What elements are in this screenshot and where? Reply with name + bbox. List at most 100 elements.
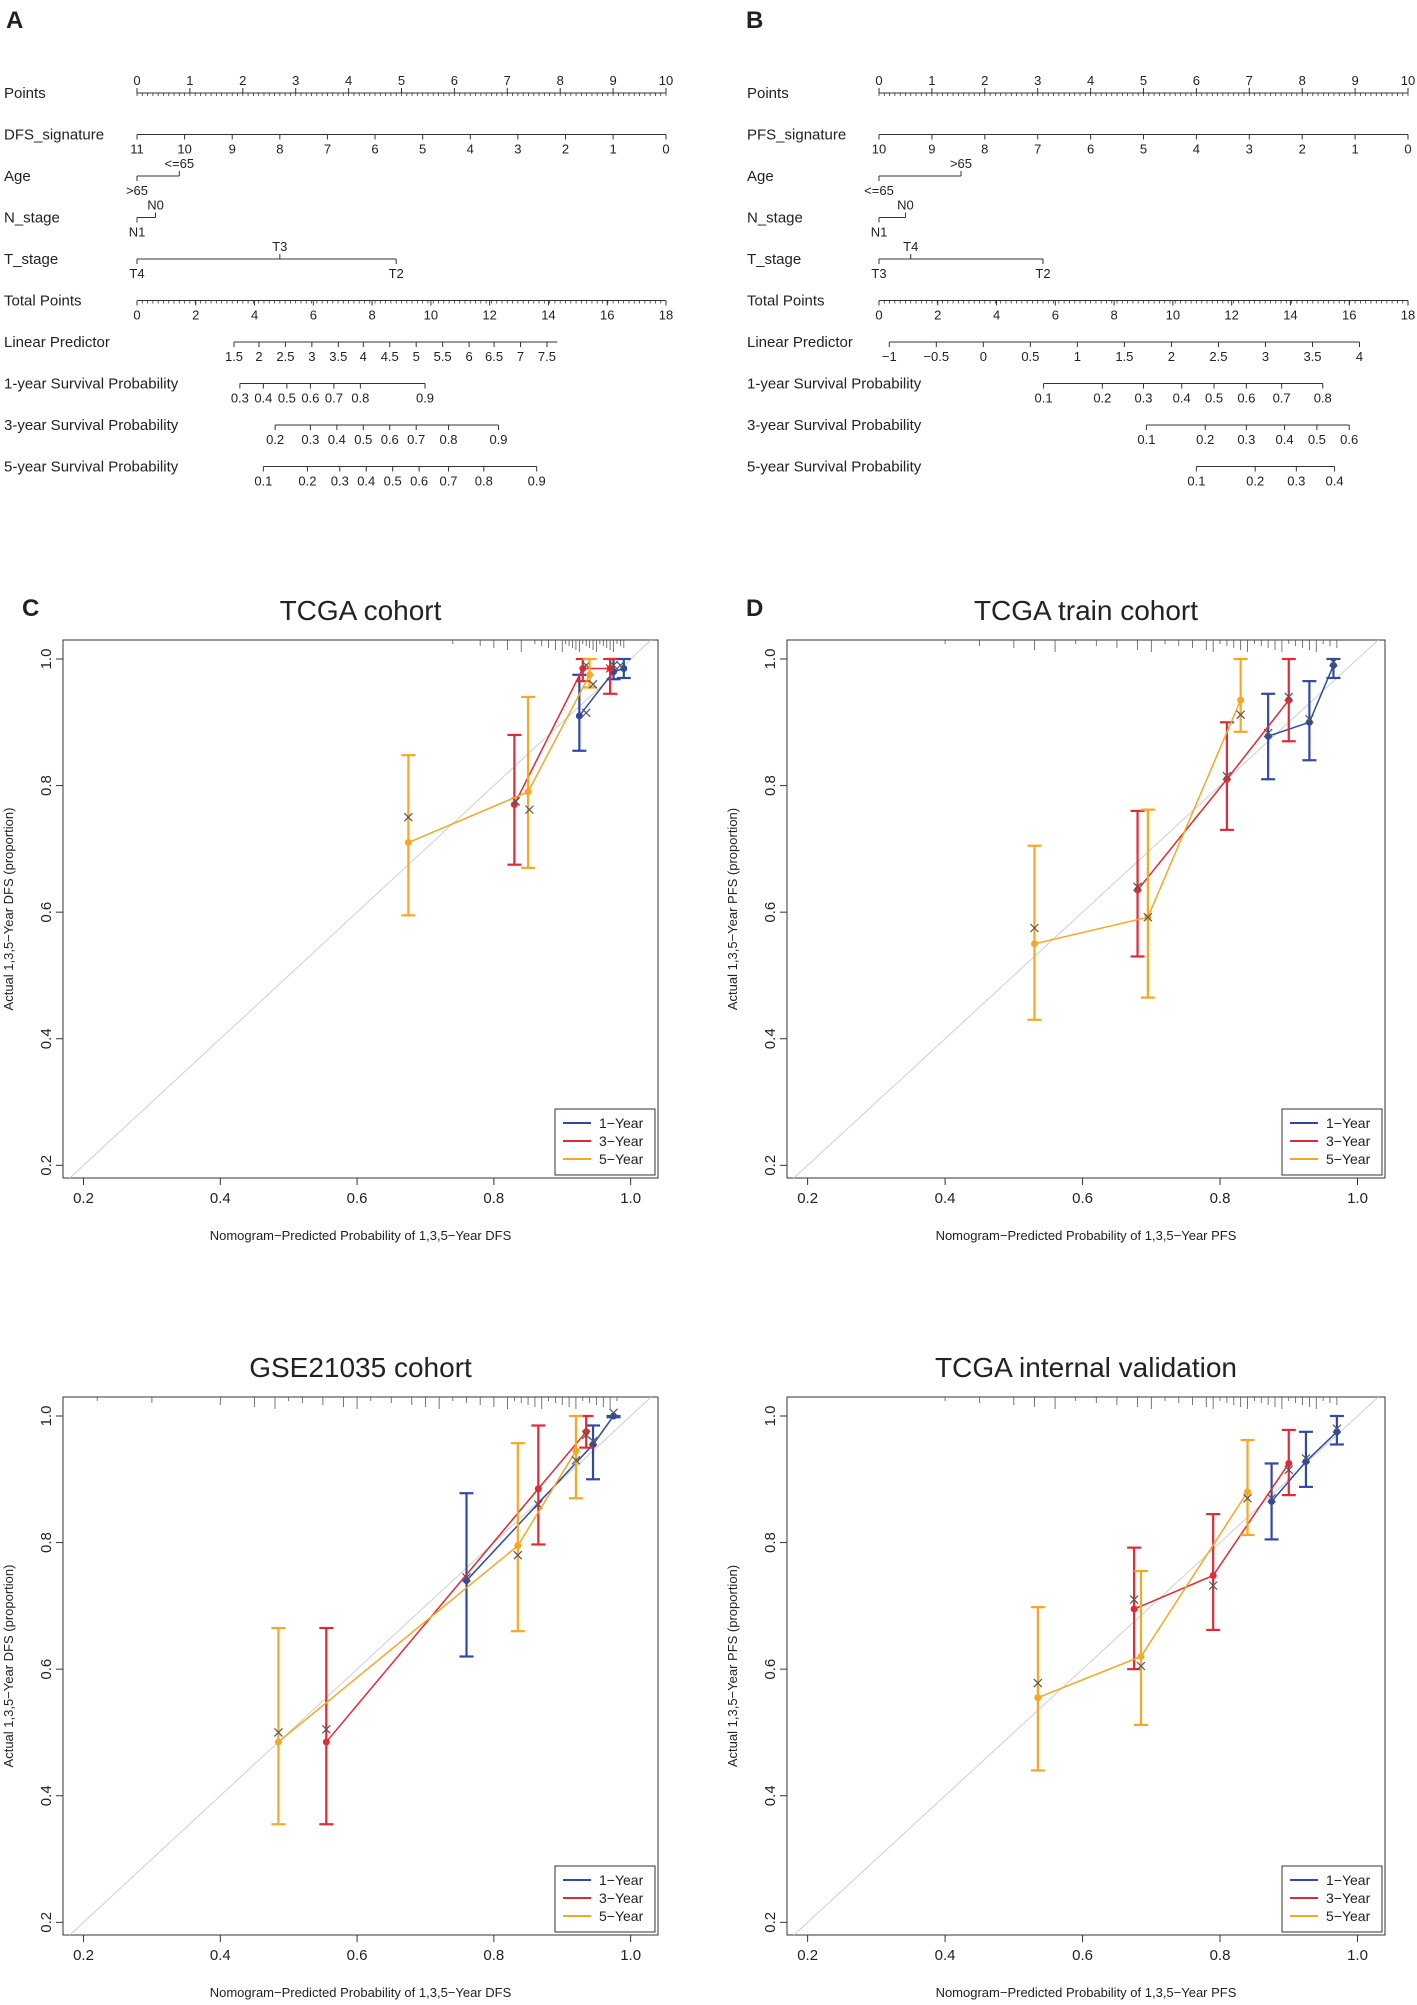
panel-letter-a: A [6, 7, 23, 34]
nomogram-row-total-points-tick-label: 8 [368, 308, 375, 323]
nomogram-row-5-year-survival-probability-tick-label: 0.6 [410, 474, 428, 489]
series-5-year-bias-corrected-marker [1143, 912, 1153, 922]
series-3-year-line [325, 1431, 587, 1743]
series-5-year-point [514, 1542, 522, 1550]
nomogram-row-total-points-tick-label: 6 [310, 308, 317, 323]
nomogram-row-dfs-signature-tick-label: 0 [662, 142, 669, 157]
nomogram-row-linear-predictor-tick-label: 7 [517, 349, 524, 364]
nomogram-row-dfs-signature-tick-label: 3 [514, 142, 521, 157]
y-tick-label: 0.6 [38, 1659, 55, 1680]
nomogram-row-5-year-survival-probability-tick-label: 0.5 [384, 474, 402, 489]
nomogram-row-total-points-label: Total Points [747, 293, 825, 310]
nomogram-row-points-tick-label: 10 [659, 73, 673, 88]
series-5-year-bias-corrected-marker [525, 805, 534, 815]
nomogram-row-pfs-signature-tick-label: 0 [1404, 142, 1411, 157]
nomogram-row-linear-predictor-tick-label: 1.5 [1115, 349, 1133, 364]
nomogram-row-5-year-survival-probability-tick-label: 0.4 [1325, 474, 1343, 489]
x-tick-label: 0.8 [483, 1947, 504, 1964]
nomogram-row-linear-predictor-tick-label: 6 [465, 349, 472, 364]
series-5-year-point [404, 839, 412, 847]
nomogram-row-total-points-tick-label: 2 [934, 308, 941, 323]
ideal-diagonal-line [793, 639, 1379, 1179]
legend-label-3-year: 3−Year [599, 1133, 644, 1149]
nomogram-row-dfs-signature-label: DFS_signature [4, 127, 104, 144]
plot-frame [62, 639, 659, 1179]
nomogram-row-t-stage-tick-label: T3 [871, 266, 886, 281]
nomogram-row-n-stage-label: N_stage [4, 210, 60, 227]
nomogram-row-5-year-survival-probability-tick-label: 0.1 [254, 474, 272, 489]
nomogram-row-1-year-survival-probability-tick-label: 0.6 [301, 391, 319, 406]
nomogram-row-linear-predictor-tick-label: 1.5 [225, 349, 243, 364]
nomogram-row-linear-predictor-tick-label: 4 [360, 349, 367, 364]
nomogram-row-points-tick-label: 9 [1351, 73, 1358, 88]
nomogram-row-pfs-signature-tick-label: 2 [1299, 142, 1306, 157]
nomogram-row-points-tick-label: 7 [1246, 73, 1253, 88]
nomogram-row-1-year-survival-probability-tick-label: 0.7 [325, 391, 343, 406]
nomogram-row-age-tick-label: >65 [950, 156, 972, 171]
nomogram-row-5-year-survival-probability-tick-label: 0.8 [475, 474, 493, 489]
series-1-year-line [465, 1415, 615, 1582]
y-tick-label: 1.0 [38, 1406, 55, 1427]
series-1-year-bias-corrected-marker [581, 708, 591, 718]
nomogram-row-total-points-tick-label: 18 [1401, 308, 1415, 323]
nomogram-row-age-tick-label: <=65 [164, 156, 194, 171]
y-tick-label: 1.0 [38, 649, 55, 670]
series-1-year-bias-corrected-marker [1332, 1424, 1342, 1434]
nomogram-row-total-points-label: Total Points [4, 293, 82, 310]
series-3-year-bias-corrected-marker [581, 1430, 591, 1440]
panel-letter-c: C [22, 595, 39, 622]
series-5-year-bias-corrected-marker [588, 679, 598, 689]
x-tick-label: 0.6 [1072, 1190, 1093, 1207]
ideal-diagonal-line [793, 1396, 1379, 1936]
x-tick-label: 1.0 [620, 1190, 641, 1207]
series-5-year-bias-corrected-marker [403, 812, 413, 822]
series-1-year-point [575, 712, 583, 720]
nomogram-row-linear-predictor-label: Linear Predictor [747, 334, 853, 351]
nomogram-row-3-year-survival-probability-tick-label: 0.8 [439, 432, 457, 447]
y-tick-label: 0.8 [38, 1532, 55, 1553]
nomogram-row-points-tick-label: 1 [186, 73, 193, 88]
nomogram-row-3-year-survival-probability-tick-label: 0.4 [1276, 432, 1294, 447]
legend-label-3-year: 3−Year [599, 1890, 644, 1906]
nomogram-row-total-points-tick-label: 12 [1224, 308, 1238, 323]
series-5-year-point [586, 671, 594, 679]
nomogram-row-points-tick-label: 7 [504, 73, 511, 88]
legend-label-1-year: 1−Year [599, 1872, 644, 1888]
series-3-year-point [1209, 1571, 1217, 1579]
series-5-year-point [1244, 1488, 1252, 1496]
nomogram-row-pfs-signature-tick-label: 9 [928, 142, 935, 157]
nomogram-row-linear-predictor-tick-label: 4 [1356, 349, 1363, 364]
nomogram-row-points-label: Points [747, 85, 789, 102]
nomogram-row-points-tick-label: 4 [345, 73, 352, 88]
x-tick-label: 0.2 [73, 1190, 94, 1207]
series-5-year-bias-corrected-marker [1030, 923, 1039, 933]
x-axis-label: Nomogram−Predicted Probability of 1,3,5−… [936, 1985, 1237, 2000]
series-5-year-bias-corrected-marker [1243, 1493, 1252, 1503]
series-3-year-point [534, 1485, 542, 1493]
nomogram-row-total-points-tick-label: 14 [541, 308, 555, 323]
nomogram-row-linear-predictor-tick-label: 7.5 [538, 349, 556, 364]
nomogram-row-t-stage-tick-label: T2 [1035, 266, 1050, 281]
series-5-year-line [277, 1450, 577, 1743]
y-axis-label: Actual 1,3,5−Year DFS (proportion) [1, 808, 16, 1011]
nomogram-row-dfs-signature-tick-label: 4 [467, 142, 474, 157]
series-1-year-bias-corrected-marker [1267, 1493, 1277, 1503]
nomogram-row-1-year-survival-probability-label: 1-year Survival Probability [747, 376, 922, 393]
nomogram-row-total-points-tick-label: 4 [251, 308, 258, 323]
nomogram-row-1-year-survival-probability-tick-label: 0.5 [278, 391, 296, 406]
legend-label-3-year: 3−Year [1326, 1890, 1371, 1906]
nomogram-row-age-label: Age [747, 168, 774, 185]
series-5-year-point [1237, 696, 1245, 704]
x-axis-label: Nomogram−Predicted Probability of 1,3,5−… [936, 1228, 1237, 1243]
legend-label-1-year: 1−Year [1326, 1115, 1371, 1131]
nomogram-row-points-tick-label: 8 [557, 73, 564, 88]
nomogram-row-dfs-signature-tick-label: 2 [562, 142, 569, 157]
series-3-year-bias-corrected-marker [1208, 1581, 1218, 1591]
x-tick-label: 0.8 [1210, 1947, 1231, 1964]
series-5-year-line [1037, 1491, 1249, 1699]
legend-label-5-year: 5−Year [599, 1908, 644, 1924]
panel-letter-b: B [746, 7, 763, 34]
nomogram-row-dfs-signature-tick-label: 9 [229, 142, 236, 157]
nomogram-row-linear-predictor-tick-label: 2 [255, 349, 262, 364]
